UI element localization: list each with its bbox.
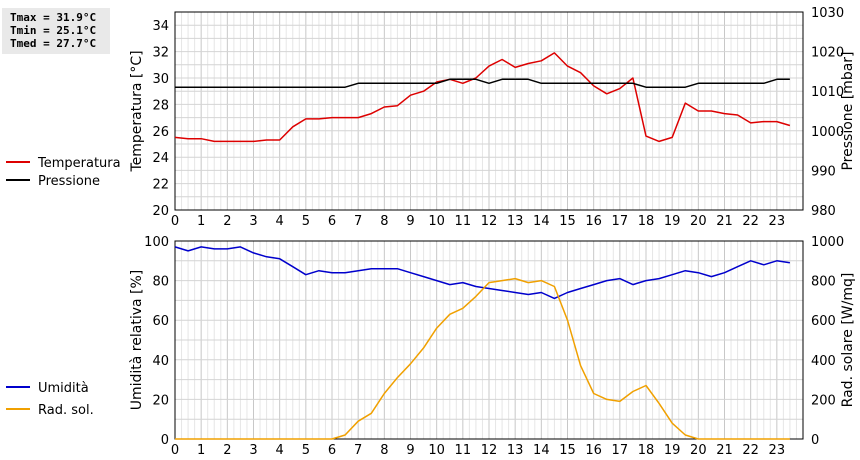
panel1-y-left-tick-label: 20 — [152, 204, 169, 219]
panel2-y-right-tick-label: 200 — [811, 393, 836, 408]
panel2-x-tick-label: 10 — [428, 443, 445, 458]
panel1-legend-label-2: Pressione — [38, 174, 100, 189]
panel2-x-tick-label: 3 — [249, 443, 257, 458]
panel1-x-tick-label: 1 — [197, 214, 205, 229]
panel1-x-tick-label: 8 — [380, 214, 388, 229]
panel2-x-tick-label: 1 — [197, 443, 205, 458]
panel2-x-tick-label: 21 — [716, 443, 733, 458]
stats-box: Tmax = 31.9°C Tmin = 25.1°C Tmed = 27.7°… — [2, 8, 110, 54]
tmed-value: Tmed = 27.7°C — [10, 37, 97, 50]
panel1-x-tick-label: 21 — [716, 214, 733, 229]
panel2-y-right-axis-label: Rad. solare [W/mq] — [840, 273, 856, 408]
panel1-x-tick-label: 10 — [428, 214, 445, 229]
panel1-x-tick-label: 23 — [769, 214, 786, 229]
panel1-y-right-tick-label: 1030 — [811, 6, 844, 21]
panel1-x-tick-label: 6 — [328, 214, 336, 229]
panel1-x-tick-label: 19 — [664, 214, 681, 229]
panel2-x-tick-label: 19 — [664, 443, 681, 458]
panel1-x-tick-label: 9 — [406, 214, 414, 229]
panel2-y-left-tick-label: 100 — [144, 235, 169, 250]
panel2-x-tick-label: 13 — [507, 443, 524, 458]
panel2-y-right-tick-label: 800 — [811, 275, 836, 290]
panel2-x-tick-label: 7 — [354, 443, 362, 458]
panel1-y-right-tick-label: 1020 — [811, 46, 844, 61]
tmax-value: Tmax = 31.9°C — [10, 11, 97, 24]
panel1-y-left-tick-label: 24 — [152, 151, 169, 166]
panel2-x-tick-label: 16 — [585, 443, 602, 458]
panel1-x-tick-label: 5 — [302, 214, 310, 229]
panel1-x-tick-label: 7 — [354, 214, 362, 229]
panel1-y-right-tick-label: 980 — [811, 204, 836, 219]
panel2-y-left-tick-label: 60 — [152, 314, 169, 329]
panel1-y-left-tick-label: 32 — [152, 46, 169, 61]
panel1-series-line-1 — [174, 52, 791, 143]
panel2-x-tick-label: 20 — [690, 443, 707, 458]
panel1-x-tick-label: 18 — [638, 214, 655, 229]
panel2-y-left-axis-label: Umidità relativa [%] — [129, 270, 145, 411]
panel2-y-right-tick-label: 400 — [811, 354, 836, 369]
panel1-y-left-tick-label: 34 — [152, 19, 169, 34]
panel1-x-tick-label: 20 — [690, 214, 707, 229]
panel2-y-right-tick-label: 1000 — [811, 235, 844, 250]
panel2-x-tick-label: 0 — [171, 443, 179, 458]
tmin-value: Tmin = 25.1°C — [10, 24, 97, 37]
panel1-y-left-tick-label: 28 — [152, 98, 169, 113]
panel1-series-line-2 — [175, 78, 790, 88]
panel1-y-right-tick-label: 1010 — [811, 85, 844, 100]
panel1-plot-frame — [174, 11, 804, 211]
panel1-legend-label-1: Temperatura — [37, 156, 121, 171]
panel2-y-right-tick-label: 0 — [811, 433, 819, 448]
panel1-y-left-axis-label: Temperatura [°C] — [129, 50, 145, 172]
panel2-x-tick-label: 8 — [380, 443, 388, 458]
panel1-x-tick-label: 0 — [171, 214, 179, 229]
panel2-x-tick-label: 5 — [302, 443, 310, 458]
panel1-x-tick-label: 2 — [223, 214, 231, 229]
panel1-y-left-tick-label: 26 — [152, 125, 169, 140]
panel2-y-left-tick-label: 80 — [152, 275, 169, 290]
panel1-x-tick-label: 12 — [481, 214, 498, 229]
panel2-x-tick-label: 6 — [328, 443, 336, 458]
panel2-x-tick-label: 18 — [638, 443, 655, 458]
panel2-x-tick-label: 2 — [223, 443, 231, 458]
panel2-x-tick-label: 4 — [276, 443, 284, 458]
panel1-x-tick-label: 22 — [742, 214, 759, 229]
panel2-x-tick-label: 22 — [742, 443, 759, 458]
panel2-x-tick-label: 15 — [559, 443, 576, 458]
panel1-x-tick-label: 16 — [585, 214, 602, 229]
panel1-y-right-axis-label: Pressione [mbar] — [840, 51, 856, 170]
panel2-y-left-tick-label: 40 — [152, 354, 169, 369]
panel2-x-tick-label: 11 — [455, 443, 472, 458]
panel1-x-tick-label: 17 — [612, 214, 629, 229]
panel1-x-tick-label: 3 — [249, 214, 257, 229]
panel1-x-tick-label: 15 — [559, 214, 576, 229]
panel1-y-right-tick-label: 1000 — [811, 125, 844, 140]
panel2-series-line-1 — [174, 246, 791, 300]
panel1-x-tick-label: 14 — [533, 214, 550, 229]
panel1-x-tick-label: 11 — [455, 214, 472, 229]
panel2-y-left-tick-label: 0 — [161, 433, 169, 448]
panel2-x-tick-label: 14 — [533, 443, 550, 458]
panel2-x-tick-label: 9 — [406, 443, 414, 458]
panel2-x-tick-label: 12 — [481, 443, 498, 458]
panel1-y-left-tick-label: 30 — [152, 72, 169, 87]
panel1-y-right-tick-label: 990 — [811, 164, 836, 179]
panel1-y-left-tick-label: 22 — [152, 178, 169, 193]
panel2-x-tick-label: 17 — [612, 443, 629, 458]
panel2-x-tick-label: 23 — [769, 443, 786, 458]
panel2-y-left-tick-label: 20 — [152, 393, 169, 408]
panel2-legend-label-2: Rad. sol. — [38, 403, 94, 418]
panel2-legend-label-1: Umidità — [38, 381, 89, 396]
panel2-series-line-2 — [175, 277, 790, 440]
panel2-plot-frame — [174, 240, 804, 440]
panel2-y-right-tick-label: 600 — [811, 314, 836, 329]
panel1-x-tick-label: 4 — [276, 214, 284, 229]
panel1-x-tick-label: 13 — [507, 214, 524, 229]
